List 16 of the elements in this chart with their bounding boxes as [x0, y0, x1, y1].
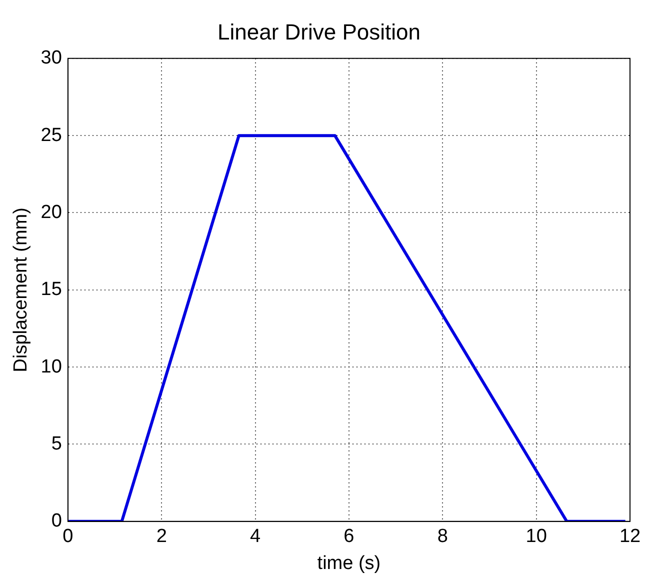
x-tick-label: 12 — [619, 526, 641, 548]
x-tick-label: 10 — [526, 526, 547, 548]
x-tick-label: 6 — [344, 526, 354, 548]
chart-title: Linear Drive Position — [218, 19, 420, 44]
y-tick-label: 10 — [40, 356, 62, 378]
y-tick-label: 15 — [40, 279, 62, 300]
x-axis-title: time (s) — [317, 552, 381, 574]
x-tick-label: 8 — [437, 526, 448, 548]
x-tick-label: 2 — [156, 526, 167, 548]
y-tick-label: 5 — [51, 433, 62, 454]
y-tick-label: 25 — [40, 124, 62, 146]
y-tick-label: 30 — [40, 48, 62, 69]
y-tick-label: 0 — [51, 510, 62, 532]
x-tick-label: 4 — [250, 526, 261, 548]
y-tick-label: 20 — [40, 202, 62, 223]
y-axis-title: Displacement (mm) — [10, 208, 32, 372]
